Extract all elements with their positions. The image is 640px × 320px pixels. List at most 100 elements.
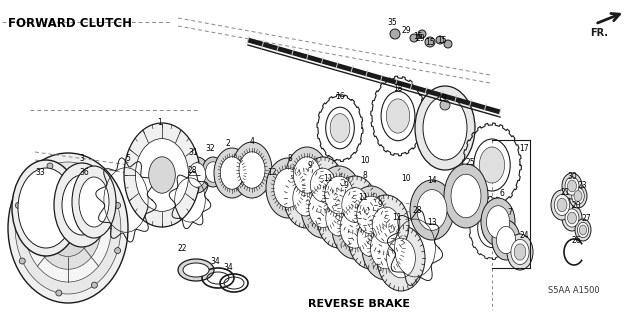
Ellipse shape: [568, 180, 577, 192]
Text: 20: 20: [571, 201, 581, 210]
Ellipse shape: [565, 177, 579, 195]
Ellipse shape: [349, 186, 393, 244]
Ellipse shape: [302, 157, 344, 213]
Ellipse shape: [551, 190, 573, 220]
Text: 34: 34: [223, 263, 233, 273]
Ellipse shape: [12, 160, 80, 256]
Circle shape: [418, 30, 426, 38]
Text: 10: 10: [401, 173, 411, 182]
Text: 18: 18: [393, 84, 403, 92]
Ellipse shape: [372, 207, 400, 243]
Ellipse shape: [266, 158, 310, 218]
Circle shape: [47, 163, 53, 169]
Text: 9: 9: [378, 199, 383, 209]
Ellipse shape: [308, 188, 337, 228]
Text: 9: 9: [344, 180, 348, 189]
Ellipse shape: [293, 157, 321, 193]
Ellipse shape: [232, 142, 272, 198]
Text: 23: 23: [577, 180, 587, 189]
Text: 27: 27: [581, 213, 591, 222]
Text: 21: 21: [560, 188, 570, 196]
Text: 15: 15: [437, 36, 447, 44]
Text: 1: 1: [157, 117, 163, 126]
Text: 28: 28: [188, 165, 196, 174]
Circle shape: [92, 282, 97, 288]
Text: 16: 16: [335, 92, 345, 100]
Ellipse shape: [387, 99, 410, 133]
Circle shape: [425, 37, 435, 47]
Ellipse shape: [72, 166, 116, 238]
Ellipse shape: [340, 208, 370, 248]
Ellipse shape: [362, 216, 410, 280]
Ellipse shape: [444, 164, 488, 228]
Ellipse shape: [511, 239, 529, 265]
Text: 7: 7: [508, 207, 513, 217]
Ellipse shape: [45, 199, 91, 257]
Ellipse shape: [575, 219, 591, 241]
Text: 11: 11: [323, 173, 333, 182]
Ellipse shape: [557, 198, 567, 212]
Ellipse shape: [301, 178, 345, 238]
Text: 26: 26: [571, 236, 581, 244]
Ellipse shape: [124, 123, 200, 227]
Circle shape: [115, 203, 120, 208]
Ellipse shape: [356, 196, 385, 234]
Ellipse shape: [214, 148, 250, 198]
Ellipse shape: [377, 225, 425, 291]
Circle shape: [15, 203, 21, 208]
Text: 28: 28: [412, 205, 422, 214]
Ellipse shape: [507, 234, 533, 270]
Text: 25: 25: [465, 157, 475, 166]
Ellipse shape: [565, 209, 579, 227]
Circle shape: [440, 100, 450, 110]
Text: 12: 12: [268, 167, 276, 177]
Ellipse shape: [79, 177, 109, 227]
Text: 3: 3: [79, 154, 84, 163]
Text: 31: 31: [188, 148, 198, 156]
Ellipse shape: [410, 180, 454, 240]
Ellipse shape: [148, 157, 175, 193]
Ellipse shape: [284, 168, 328, 228]
Ellipse shape: [417, 189, 447, 230]
Ellipse shape: [202, 157, 224, 187]
Ellipse shape: [136, 139, 189, 212]
Ellipse shape: [363, 195, 409, 255]
Ellipse shape: [574, 191, 582, 201]
Ellipse shape: [332, 197, 378, 259]
Ellipse shape: [481, 198, 515, 246]
Circle shape: [56, 290, 62, 296]
Text: 8: 8: [287, 154, 292, 163]
Text: 15: 15: [413, 31, 423, 41]
Ellipse shape: [62, 175, 102, 235]
Ellipse shape: [572, 188, 584, 204]
Ellipse shape: [579, 225, 587, 235]
Ellipse shape: [482, 214, 502, 242]
Ellipse shape: [178, 259, 214, 281]
Text: 11: 11: [392, 212, 402, 221]
Ellipse shape: [333, 176, 377, 234]
Text: 2: 2: [226, 139, 230, 148]
Ellipse shape: [18, 168, 74, 248]
Text: 15: 15: [425, 37, 435, 46]
Text: 32: 32: [205, 143, 215, 153]
Text: 9: 9: [308, 161, 312, 170]
Text: 33: 33: [35, 167, 45, 177]
Ellipse shape: [479, 147, 504, 183]
Ellipse shape: [357, 220, 385, 257]
Ellipse shape: [562, 173, 582, 199]
Ellipse shape: [415, 86, 475, 170]
Ellipse shape: [492, 220, 520, 260]
Ellipse shape: [387, 238, 415, 278]
Ellipse shape: [330, 114, 350, 142]
Ellipse shape: [326, 200, 352, 236]
Text: 30: 30: [567, 172, 577, 180]
Ellipse shape: [220, 157, 244, 189]
Text: 5: 5: [125, 154, 131, 163]
Text: 13: 13: [427, 218, 437, 227]
Ellipse shape: [317, 188, 361, 248]
Ellipse shape: [35, 187, 101, 269]
Ellipse shape: [184, 157, 210, 193]
Ellipse shape: [568, 212, 577, 224]
Ellipse shape: [54, 163, 110, 247]
Ellipse shape: [317, 166, 361, 224]
